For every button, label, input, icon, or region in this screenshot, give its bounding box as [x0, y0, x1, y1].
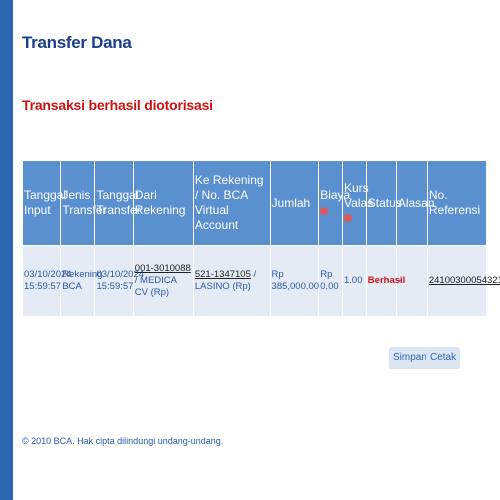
cell-jumlah: Rp 385,000.00 [270, 246, 319, 316]
status-message: Transaksi berhasil diotorisasi [22, 97, 213, 113]
header-status: Status [366, 161, 402, 245]
page-title: Transfer Dana [22, 33, 132, 52]
status-badge: Berhasil [367, 275, 406, 286]
source-account-number: 001-3010088 [134, 263, 191, 274]
reference-number: 24100300054321 [428, 275, 500, 286]
cell-jenis-transfer: Rekening BCA [61, 246, 102, 316]
destination-account-number: 521-1347105 [194, 269, 251, 280]
header-biaya: Biaya [319, 161, 350, 245]
cell-tanggal-transfer: 03/10/2024 15:59:57 [95, 246, 144, 316]
transaction-table: Tanggal Input Jenis Transfer Tanggal Tra… [22, 160, 500, 317]
cell-ke-rekening: 521-1347105 / LASINO (Rp) [193, 246, 270, 316]
header-tanggal-transfer: Tanggal Transfer [95, 161, 141, 245]
footer-copyright: © 2010 BCA. Hak cipta dilindungi undang-… [22, 436, 224, 446]
header-kurs-valas: Kurs Valas [343, 161, 373, 245]
header-dari-rekening: Dari Rekening [133, 161, 193, 245]
info-dot-icon[interactable] [320, 206, 329, 215]
cell-status: Berhasil [366, 246, 405, 316]
info-dot-icon[interactable] [344, 214, 352, 223]
header-jumlah: Jumlah [270, 161, 319, 245]
header-tanggal-input: Tanggal Input [23, 161, 66, 245]
header-kurs-valas-label: Kurs Valas [344, 180, 374, 210]
table-row: 03/10/2024 15:59:57 Rekening BCA 03/10/2… [23, 246, 500, 316]
cell-tanggal-input: 03/10/2024 15:59:57 [23, 246, 72, 316]
destination-account-name: / LASINO (Rp) [194, 269, 257, 292]
header-biaya-label: Biaya [320, 188, 351, 202]
header-alasan: Alasan [396, 161, 435, 245]
cell-biaya: Rp 0.00 [319, 246, 342, 316]
cetak-button[interactable]: Cetak [426, 347, 461, 369]
main-content: Transfer Dana Transaksi berhasil diotori… [20, 0, 500, 500]
cell-kurs-valas: 1.00 [343, 246, 366, 316]
cell-alasan: - [396, 246, 427, 316]
side-panel-strip [0, 0, 13, 500]
header-ke-rekening: Ke Rekening / No. BCA Virtual Account [193, 161, 270, 245]
simpan-button[interactable]: Simpan [389, 347, 431, 369]
header-no-referensi: No. Referensi [427, 161, 486, 245]
cell-no-referensi: 24100300054321 [427, 246, 500, 316]
cell-dari-rekening: 001-3010088 / MEDICA CV (Rp) [133, 246, 193, 316]
source-account-name: / MEDICA CV (Rp) [134, 275, 177, 298]
header-jenis-transfer: Jenis Transfer [61, 161, 107, 245]
table-header-row: Tanggal Input Jenis Transfer Tanggal Tra… [23, 161, 486, 245]
